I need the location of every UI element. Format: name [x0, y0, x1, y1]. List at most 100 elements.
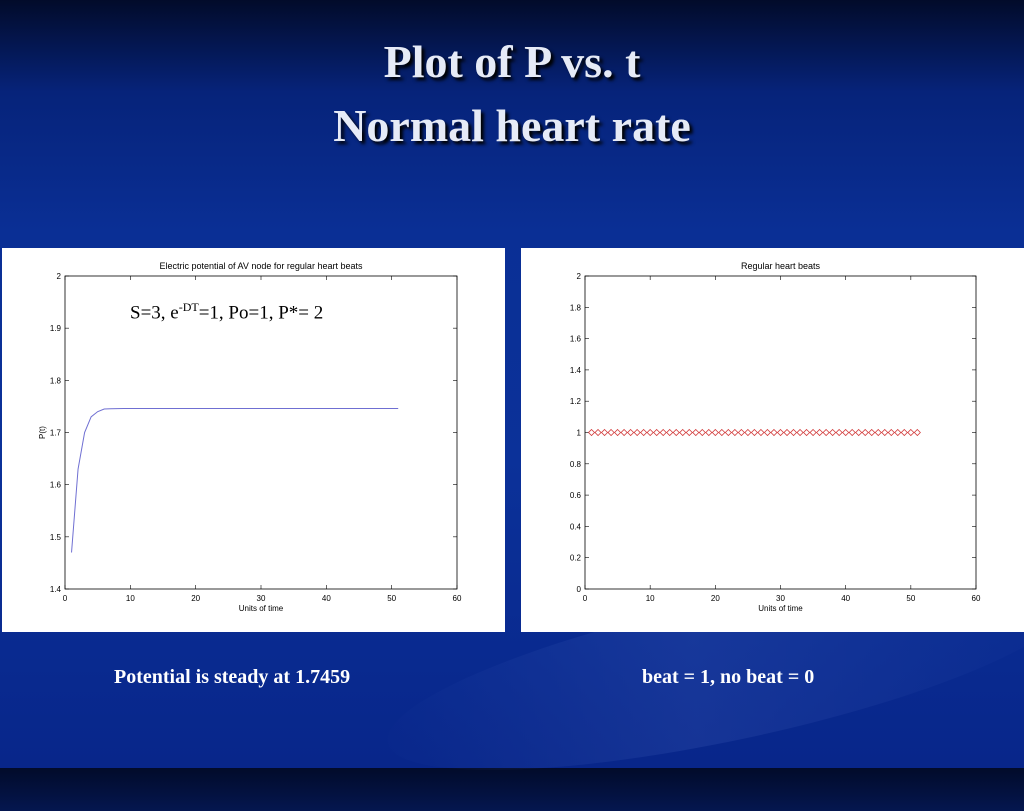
- beat-data-point: [627, 428, 635, 437]
- beat-data-point: [809, 428, 817, 437]
- y-tick-label: 1.7: [50, 429, 62, 438]
- slide-title: Plot of P vs. t Normal heart rate: [0, 30, 1024, 158]
- plot-title: Electric potential of AV node for regula…: [160, 261, 363, 271]
- annotation-rest: =1, Po=1, P*= 2: [198, 302, 324, 324]
- x-axis-label: Units of time: [239, 604, 284, 613]
- x-tick-label: 30: [776, 594, 785, 603]
- y-tick-label: 2: [57, 272, 62, 281]
- x-axis-label: Units of time: [758, 604, 803, 613]
- x-tick-label: 40: [841, 594, 850, 603]
- y-tick-label: 2: [577, 272, 582, 281]
- beat-data-point: [803, 428, 811, 437]
- beat-data-point: [718, 428, 726, 437]
- beat-data-point: [587, 428, 596, 437]
- y-tick-label: 0: [577, 585, 582, 594]
- beat-data-point: [731, 428, 739, 437]
- annotation-s: S=3, e: [130, 302, 179, 324]
- y-tick-label: 1.5: [50, 533, 62, 542]
- beats-chart: Regular heart beats 0 10 20 30 40 50 60 0 0.2 0.4 0…: [570, 261, 981, 613]
- chart-panel-potential: Electric potential of AV node for regula…: [2, 248, 505, 632]
- beat-data-point: [685, 428, 693, 437]
- x-tick-label: 50: [906, 594, 915, 603]
- y-axis-label: P(t): [38, 426, 47, 439]
- beat-data-point: [900, 428, 908, 437]
- beat-data-point: [789, 428, 798, 437]
- beat-data-point: [692, 428, 700, 437]
- beat-data-point: [868, 428, 876, 437]
- title-line-1: Plot of P vs. t: [383, 36, 641, 87]
- beat-data-point: [672, 428, 680, 437]
- x-tick-label: 10: [126, 594, 135, 603]
- x-tick-label: 20: [191, 594, 200, 603]
- y-tick-label: 1.8: [570, 303, 582, 312]
- x-tick-label: 60: [453, 594, 462, 603]
- y-tick-label: 1.8: [50, 376, 62, 385]
- plot-title: Regular heart beats: [741, 261, 821, 271]
- x-tick-label: 30: [257, 594, 266, 603]
- beat-data-point: [620, 428, 628, 437]
- x-tick-label: 10: [646, 594, 655, 603]
- y-tick-label: 1.6: [50, 481, 62, 490]
- beat-data-point: [822, 428, 830, 437]
- beat-data-point: [633, 428, 641, 437]
- annotation-superscript: -DT: [178, 300, 199, 314]
- beat-data-point: [646, 428, 654, 437]
- beat-data-point: [848, 428, 856, 437]
- y-tick-label: 1.4: [50, 585, 62, 594]
- x-tick-label: 50: [387, 594, 396, 603]
- caption-potential: Potential is steady at 1.7459: [114, 666, 351, 688]
- beat-data-point: [829, 428, 837, 437]
- x-tick-label: 40: [322, 594, 331, 603]
- plot-frame: [584, 275, 977, 590]
- beat-data-point: [770, 428, 778, 437]
- beat-data-point: [874, 428, 882, 437]
- y-tick-label: 1.6: [570, 335, 582, 344]
- caption-beats: beat = 1, no beat = 0: [642, 666, 815, 688]
- beat-data-point: [783, 428, 791, 437]
- beat-data-point: [796, 428, 804, 437]
- beat-data-point: [894, 428, 902, 437]
- beat-data-point: [855, 428, 863, 437]
- parameter-annotation: S=3, e-DT=1, Po=1, P*= 2: [130, 300, 323, 324]
- plot-frame: [64, 275, 458, 590]
- beat-data-point: [705, 428, 713, 437]
- beat-data-point: [679, 428, 687, 437]
- beat-data-point: [887, 428, 895, 437]
- beat-data-point: [842, 428, 850, 437]
- title-line-2: Normal heart rate: [333, 100, 691, 151]
- potential-series-line: [71, 408, 399, 553]
- beat-data-point: [607, 428, 615, 437]
- beat-data-point: [666, 428, 674, 437]
- x-tick-label: 20: [711, 594, 720, 603]
- beat-data-point: [724, 428, 732, 437]
- beat-data-point: [594, 428, 602, 437]
- beat-data-point: [757, 428, 765, 437]
- beat-data-point: [744, 428, 752, 437]
- beat-data-point: [600, 428, 609, 437]
- potential-chart: Electric potential of AV node for regula…: [38, 261, 462, 613]
- chart-panel-beats: Regular heart beats 0 10 20 30 40 50 60 0 0.2 0.4 0…: [521, 248, 1024, 632]
- beat-data-point: [907, 428, 915, 437]
- y-tick-label: 1.4: [570, 366, 582, 375]
- beat-data-point: [750, 428, 758, 437]
- y-tick-label: 1: [577, 429, 582, 438]
- beat-data-point: [711, 428, 719, 437]
- x-tick-label: 0: [63, 594, 68, 603]
- y-tick-label: 1.2: [570, 397, 582, 406]
- y-tick-label: 0.8: [570, 460, 582, 469]
- x-tick-label: 0: [583, 594, 588, 603]
- beat-data-point: [881, 428, 889, 437]
- beat-data-point: [861, 428, 869, 437]
- beat-data-point: [816, 428, 824, 437]
- beat-data-point: [776, 428, 785, 437]
- beat-data-point: [835, 428, 843, 437]
- y-tick-label: 1.9: [50, 324, 62, 333]
- beat-data-point: [763, 428, 772, 437]
- beat-data-point: [653, 428, 661, 437]
- y-tick-label: 0.6: [570, 491, 582, 500]
- beat-data-point: [737, 428, 745, 437]
- x-tick-label: 60: [972, 594, 981, 603]
- beat-data-point: [614, 428, 622, 437]
- beat-data-point: [698, 428, 706, 437]
- beat-data-point: [659, 428, 667, 437]
